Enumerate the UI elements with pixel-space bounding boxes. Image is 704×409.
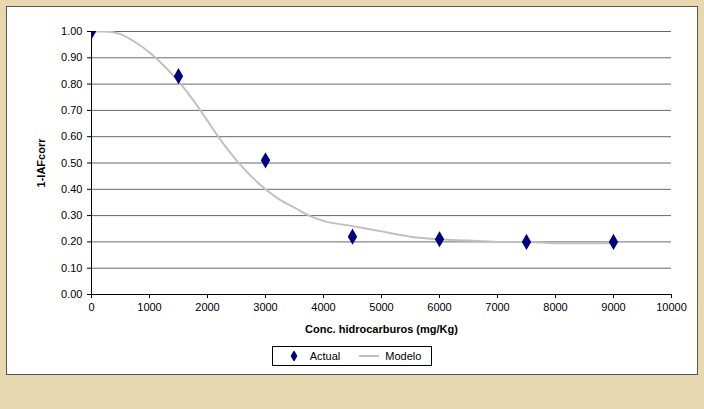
svg-text:0.40: 0.40 [61, 183, 82, 195]
svg-text:4000: 4000 [311, 301, 335, 313]
svg-text:0.50: 0.50 [61, 157, 82, 169]
svg-text:0.60: 0.60 [61, 130, 82, 142]
html-text:Modelo: Modelo [385, 350, 422, 362]
svg-text:0.80: 0.80 [61, 78, 82, 90]
svg-text:1.00: 1.00 [61, 25, 82, 37]
svg-text:0.20: 0.20 [61, 235, 82, 247]
svg-text:0.30: 0.30 [61, 209, 82, 221]
svg-text:0: 0 [88, 301, 94, 313]
svg-text:8000: 8000 [543, 301, 567, 313]
svg-text:9000: 9000 [601, 301, 625, 313]
svg-text:3000: 3000 [253, 301, 277, 313]
svg-text:7000: 7000 [485, 301, 509, 313]
svg-text:0.90: 0.90 [61, 51, 82, 63]
svg-text:10000: 10000 [656, 301, 687, 313]
svg-text:5000: 5000 [369, 301, 393, 313]
svg-text:0.10: 0.10 [61, 262, 82, 274]
svg-text:2000: 2000 [195, 301, 219, 313]
svg-text:0.70: 0.70 [61, 104, 82, 116]
svg-text:0.00: 0.00 [61, 288, 82, 300]
svg-text:Conc. hidrocarburos (mg/Kg): Conc. hidrocarburos (mg/Kg) [305, 323, 458, 335]
html-text:Actual: Actual [309, 350, 341, 362]
svg-text:1000: 1000 [137, 301, 161, 313]
svg-text:6000: 6000 [427, 301, 451, 313]
svg-text:1-IAFcorr: 1-IAFcorr [35, 138, 47, 188]
